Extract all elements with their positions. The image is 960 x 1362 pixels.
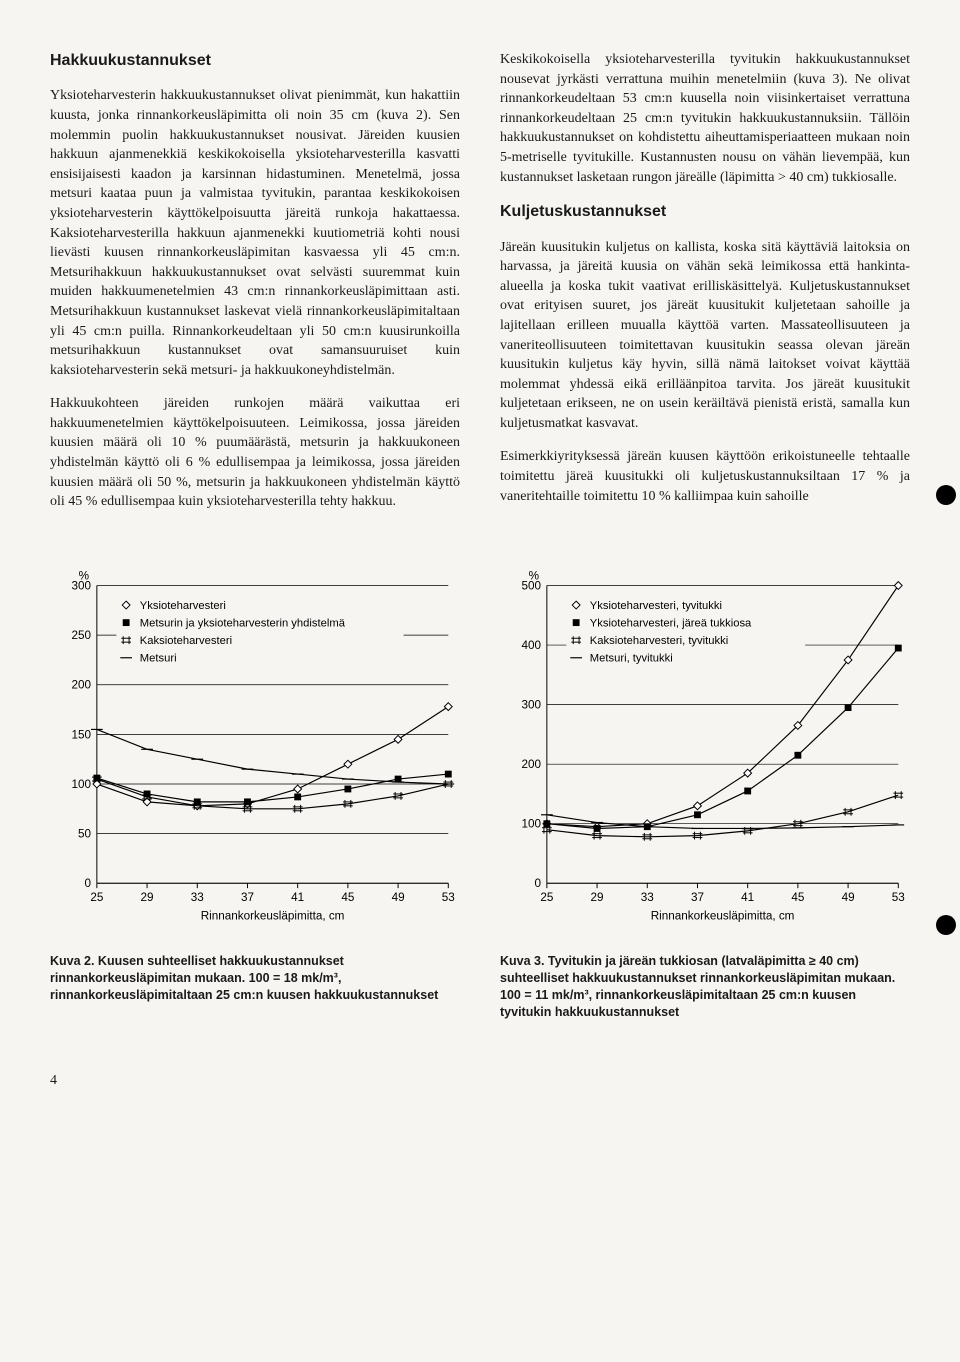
svg-text:53: 53 — [892, 891, 905, 904]
svg-text:100: 100 — [521, 817, 541, 830]
svg-text:200: 200 — [521, 758, 541, 771]
svg-text:Metsuri: Metsuri — [140, 653, 177, 665]
svg-text:Metsuri, tyvitukki: Metsuri, tyvitukki — [590, 653, 673, 665]
svg-text:Kaksioteharvesteri: Kaksioteharvesteri — [140, 635, 232, 647]
svg-text:29: 29 — [591, 891, 604, 904]
chart-3-block: 01002003004005002529333741454953%Rinnank… — [500, 566, 910, 1021]
svg-text:Kaksioteharvesteri, tyvitukki: Kaksioteharvesteri, tyvitukki — [590, 635, 728, 647]
svg-text:Metsurin ja yksioteharvesterin: Metsurin ja yksioteharvesterin yhdistelm… — [140, 617, 346, 629]
page-marker-dot — [936, 915, 956, 935]
svg-text:53: 53 — [442, 891, 455, 904]
svg-text:%: % — [529, 570, 539, 583]
chart-3-caption: Kuva 3. Tyvitukin ja järeän tukkiosan (l… — [500, 953, 910, 1021]
svg-text:300: 300 — [521, 698, 541, 711]
chart-3: 01002003004005002529333741454953%Rinnank… — [500, 566, 910, 927]
para-left-1: Yksioteharvesterin hakkuukustannukset ol… — [50, 86, 460, 380]
svg-text:49: 49 — [392, 891, 405, 904]
svg-text:37: 37 — [691, 891, 704, 904]
svg-text:250: 250 — [71, 629, 91, 642]
svg-text:45: 45 — [341, 891, 355, 904]
svg-text:0: 0 — [84, 877, 91, 890]
charts-row: 0501001502002503002529333741454953%Rinna… — [50, 566, 910, 1021]
chart-2-caption: Kuva 2. Kuusen suhteelliset hakkuukustan… — [50, 953, 460, 1004]
svg-text:400: 400 — [521, 639, 541, 652]
svg-text:100: 100 — [71, 778, 91, 791]
svg-text:29: 29 — [141, 891, 154, 904]
svg-text:0: 0 — [534, 877, 541, 890]
svg-text:45: 45 — [791, 891, 805, 904]
svg-text:49: 49 — [842, 891, 855, 904]
para-right-2: Järeän kuusitukin kuljetus on kallista, … — [500, 238, 910, 434]
svg-text:25: 25 — [540, 891, 554, 904]
page-marker-dot — [936, 485, 956, 505]
svg-text:200: 200 — [71, 679, 91, 692]
svg-text:41: 41 — [291, 891, 304, 904]
svg-text:25: 25 — [90, 891, 104, 904]
heading-hakkuukustannukset: Hakkuukustannukset — [50, 50, 460, 72]
svg-text:33: 33 — [641, 891, 654, 904]
chart-2: 0501001502002503002529333741454953%Rinna… — [50, 566, 460, 927]
right-column: Keskikokoisella yksioteharvesterilla tyv… — [500, 50, 910, 526]
left-column: Hakkuukustannukset Yksioteharvesterin ha… — [50, 50, 460, 526]
para-right-3: Esimerkkiyrityksessä järeän kuusen käytt… — [500, 447, 910, 506]
svg-text:150: 150 — [71, 728, 91, 741]
svg-text:Yksioteharvesteri, tyvitukki: Yksioteharvesteri, tyvitukki — [590, 600, 722, 612]
page-number: 4 — [50, 1071, 910, 1091]
svg-text:Yksioteharvesteri, järeä tukki: Yksioteharvesteri, järeä tukkiosa — [590, 617, 752, 629]
svg-text:Rinnankorkeusläpimitta, cm: Rinnankorkeusläpimitta, cm — [201, 909, 345, 922]
svg-text:41: 41 — [741, 891, 754, 904]
svg-text:Yksioteharvesteri: Yksioteharvesteri — [140, 600, 226, 612]
para-right-1: Keskikokoisella yksioteharvesterilla tyv… — [500, 50, 910, 187]
chart-2-block: 0501001502002503002529333741454953%Rinna… — [50, 566, 460, 1021]
svg-text:%: % — [79, 570, 89, 583]
text-columns: Hakkuukustannukset Yksioteharvesterin ha… — [50, 50, 910, 526]
svg-text:Rinnankorkeusläpimitta, cm: Rinnankorkeusläpimitta, cm — [651, 909, 795, 922]
heading-kuljetuskustannukset: Kuljetuskustannukset — [500, 201, 910, 223]
svg-text:33: 33 — [191, 891, 204, 904]
svg-text:50: 50 — [78, 827, 92, 840]
para-left-2: Hakkuukohteen järeiden runkojen määrä va… — [50, 394, 460, 512]
svg-text:37: 37 — [241, 891, 254, 904]
